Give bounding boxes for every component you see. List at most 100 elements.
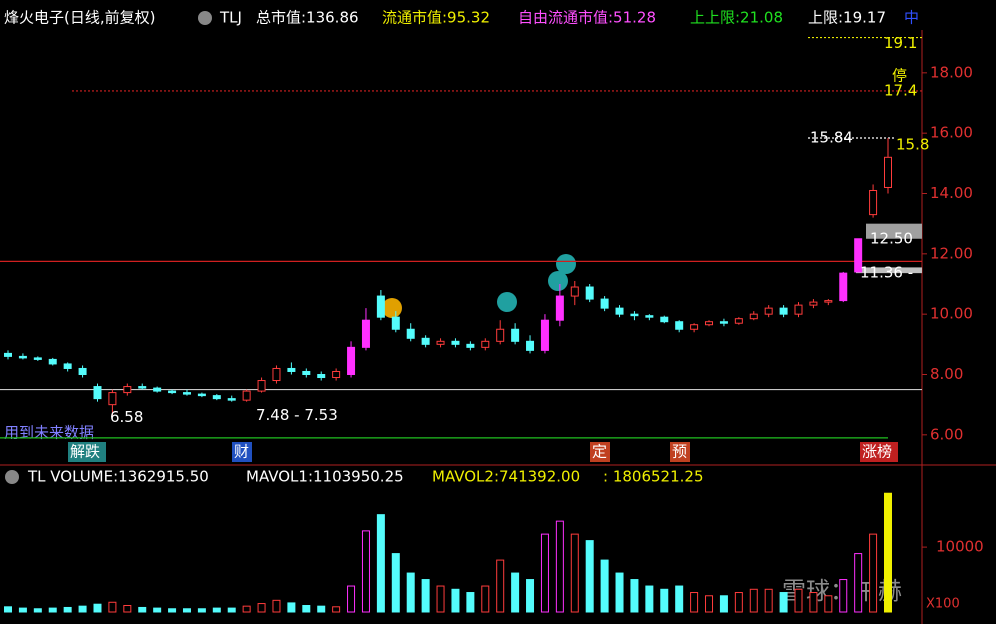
volume-bar xyxy=(4,606,12,613)
volume-bar xyxy=(287,602,296,613)
volume-bar xyxy=(347,585,356,613)
y-tick-label: 6.00 xyxy=(930,425,963,443)
candle-body xyxy=(138,386,147,389)
volume-bar xyxy=(451,588,460,613)
signal-label: 预 xyxy=(672,443,687,461)
annotation: 6.58 xyxy=(110,408,143,426)
candle-body xyxy=(302,370,311,376)
volume-bar xyxy=(719,595,728,613)
candle-body xyxy=(839,272,848,302)
volume-bar xyxy=(18,607,27,613)
volume-bar xyxy=(511,572,520,613)
candle-body xyxy=(361,319,370,348)
signal-marker xyxy=(556,254,576,274)
upper-limit: 上限:19.17 xyxy=(808,9,886,27)
volume-bar xyxy=(809,592,818,613)
signal-box xyxy=(68,442,106,462)
volume-bar xyxy=(182,608,191,613)
volume-bar xyxy=(197,608,206,613)
volume-bar xyxy=(332,606,341,613)
volume-bar xyxy=(705,595,714,613)
candle-body xyxy=(48,358,57,365)
menu-icon[interactable] xyxy=(198,11,212,25)
volume-bar xyxy=(630,579,639,613)
signal-box xyxy=(860,442,898,462)
candle-body xyxy=(555,295,564,321)
volume-bar xyxy=(123,605,132,613)
volume-bar xyxy=(645,585,654,613)
candle-body xyxy=(153,387,162,392)
volume-bar xyxy=(376,514,385,613)
market-cap: 总市值:136.86 xyxy=(256,9,359,27)
volume-bar xyxy=(660,588,669,613)
price-box xyxy=(866,223,922,239)
volume-bar xyxy=(63,606,72,613)
volume-bar xyxy=(78,605,87,613)
candle-body xyxy=(481,340,490,348)
candle-body xyxy=(705,321,714,326)
volume-bar xyxy=(600,559,609,613)
upper-upper-limit: 上上限:21.08 xyxy=(690,9,783,27)
volume-bar xyxy=(690,592,699,613)
candle-body xyxy=(436,340,445,345)
volume-bar xyxy=(854,553,863,613)
volume-bar xyxy=(481,585,490,613)
volume-bar xyxy=(526,579,535,613)
volume-bar xyxy=(540,533,549,613)
signal-marker xyxy=(548,271,568,291)
signal-marker xyxy=(497,292,517,312)
signal-box xyxy=(232,442,252,462)
candle-body xyxy=(123,386,132,394)
signal-label: 财 xyxy=(234,443,249,461)
candle-body xyxy=(511,328,520,342)
candle-body xyxy=(347,346,356,376)
candle-body xyxy=(884,156,892,188)
annotation: 12.50 xyxy=(870,229,913,247)
volume-bar xyxy=(749,588,758,613)
candle-body xyxy=(869,189,878,216)
annotation: 15.84 xyxy=(810,128,853,146)
signal-box xyxy=(590,442,610,462)
y-tick-label: 10000 xyxy=(936,538,984,556)
candle-body xyxy=(287,367,296,372)
price-box xyxy=(856,267,922,274)
candle-body xyxy=(257,380,266,392)
candle-body xyxy=(570,286,579,297)
candle-body xyxy=(4,352,12,357)
y-tick-label: 8.00 xyxy=(930,365,963,383)
volume-bar xyxy=(794,588,803,613)
volume-bar xyxy=(675,585,684,613)
annotation: 停 xyxy=(892,66,907,84)
volume-bar xyxy=(361,530,370,613)
volume-bar xyxy=(764,588,773,613)
stock-name: 烽火电子(日线,前复权) xyxy=(4,9,155,27)
volume-bar xyxy=(242,605,251,613)
y-tick-label: 14.00 xyxy=(930,184,973,202)
annotation: 15.8 xyxy=(896,136,929,154)
volume-bar xyxy=(585,540,594,613)
candle-body xyxy=(272,367,281,382)
candle-body xyxy=(317,374,326,379)
candle-body xyxy=(332,370,341,379)
signal-markers xyxy=(382,254,576,318)
candle-body xyxy=(108,392,117,406)
volume-bar xyxy=(317,605,326,613)
candle-body xyxy=(734,318,743,324)
candle-body xyxy=(540,319,549,351)
candle-body xyxy=(764,307,773,315)
volume-bar xyxy=(421,579,430,613)
volume-bar xyxy=(272,599,281,613)
candle-body xyxy=(719,321,728,324)
free-float-cap: 自由流通市值:51.28 xyxy=(518,9,656,27)
candle-body xyxy=(675,321,684,330)
candle-body xyxy=(630,313,639,317)
candle-body xyxy=(406,328,415,339)
candle-body xyxy=(645,315,654,318)
indicator-name: TLJ xyxy=(219,9,242,27)
y-tick-label: 16.00 xyxy=(930,124,973,142)
menu-icon[interactable] xyxy=(5,470,19,484)
y-tick-label: 12.00 xyxy=(930,244,973,262)
annotation: 17.4 xyxy=(884,81,917,99)
candle-body xyxy=(749,313,758,320)
